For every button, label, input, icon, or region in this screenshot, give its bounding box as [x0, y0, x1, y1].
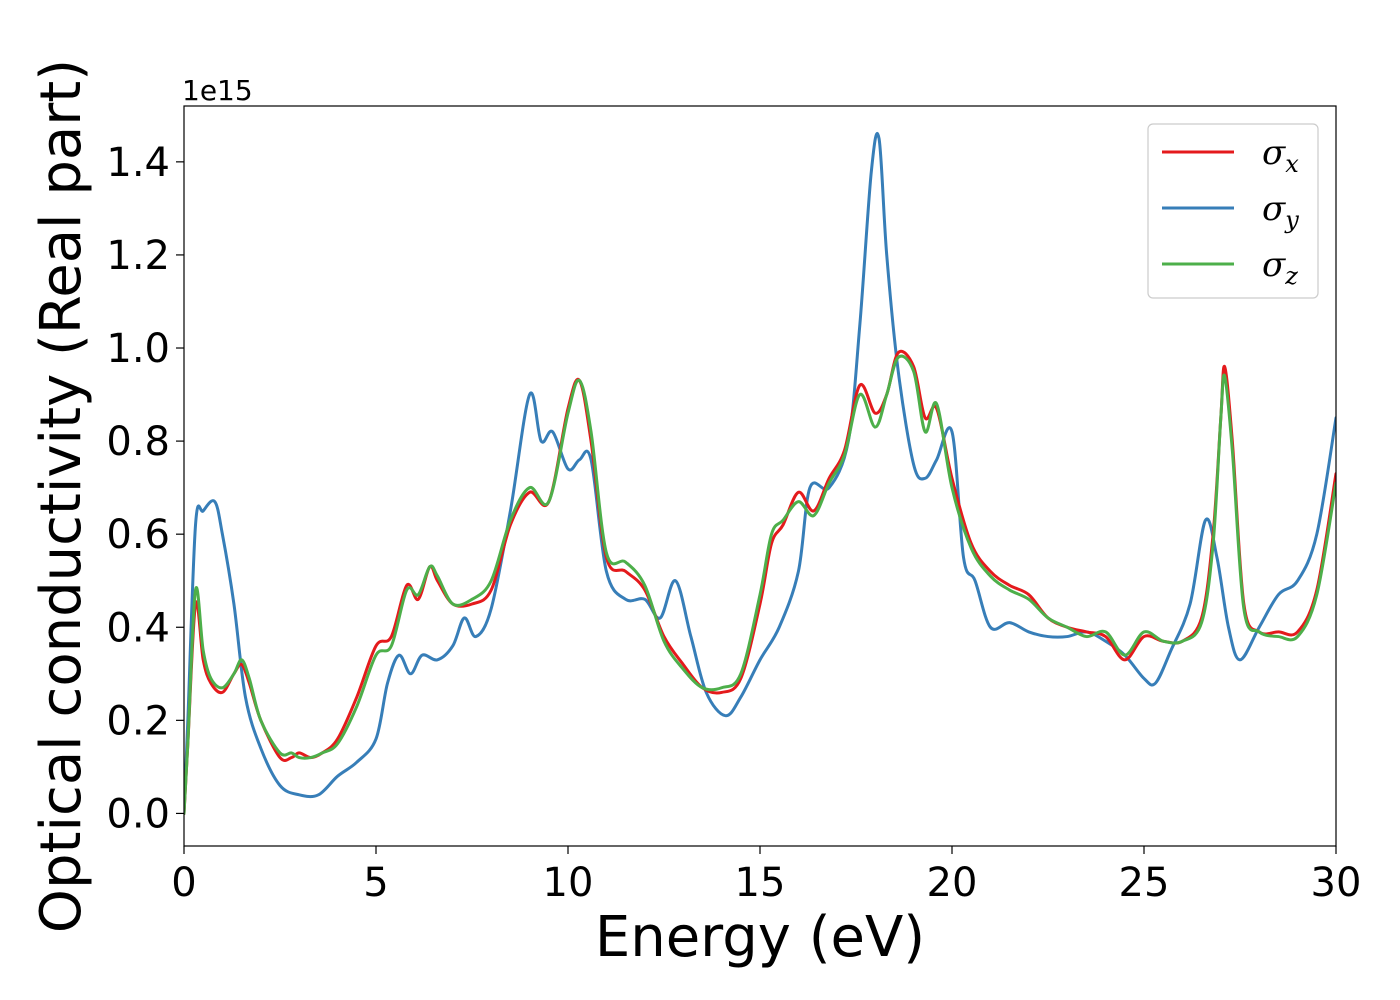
x-tick-label: 20: [927, 860, 978, 906]
legend-label-x: σx: [1262, 133, 1299, 178]
y-axis-title: Optical conductivity (Real part): [29, 59, 94, 933]
x-tick-label: 25: [1119, 860, 1170, 906]
legend-label-z: σz: [1262, 245, 1298, 290]
series-line-z: [184, 354, 1336, 815]
legend-label-y: σy: [1262, 189, 1299, 234]
y-tick-label: 0.4: [106, 605, 170, 651]
legend-frame: [1147, 123, 1319, 299]
x-axis: 0 5 10 15 20 25 30: [171, 846, 1361, 906]
y-axis: 0.0 0.2 0.4 0.6 0.8 1.0 1.2 1.4: [106, 140, 184, 837]
x-tick-label: 5: [363, 860, 388, 906]
y-tick-label: 1.0: [106, 326, 170, 372]
x-tick-label: 10: [543, 860, 594, 906]
y-tick-label: 0.8: [106, 419, 170, 465]
y-tick-label: 0.2: [106, 698, 170, 744]
series-layer: [184, 131, 1336, 815]
legend: σx σy σz: [1147, 123, 1319, 299]
y-tick-label: 0.0: [106, 791, 170, 837]
y-tick-label: 0.6: [106, 512, 170, 558]
x-tick-label: 0: [171, 860, 196, 906]
x-tick-label: 15: [735, 860, 786, 906]
y-tick-label: 1.2: [106, 233, 170, 279]
y-offset-label: 1e15: [182, 74, 253, 107]
y-tick-label: 1.4: [106, 140, 170, 186]
x-tick-label: 30: [1311, 860, 1362, 906]
x-axis-title: Energy (eV): [595, 905, 925, 970]
